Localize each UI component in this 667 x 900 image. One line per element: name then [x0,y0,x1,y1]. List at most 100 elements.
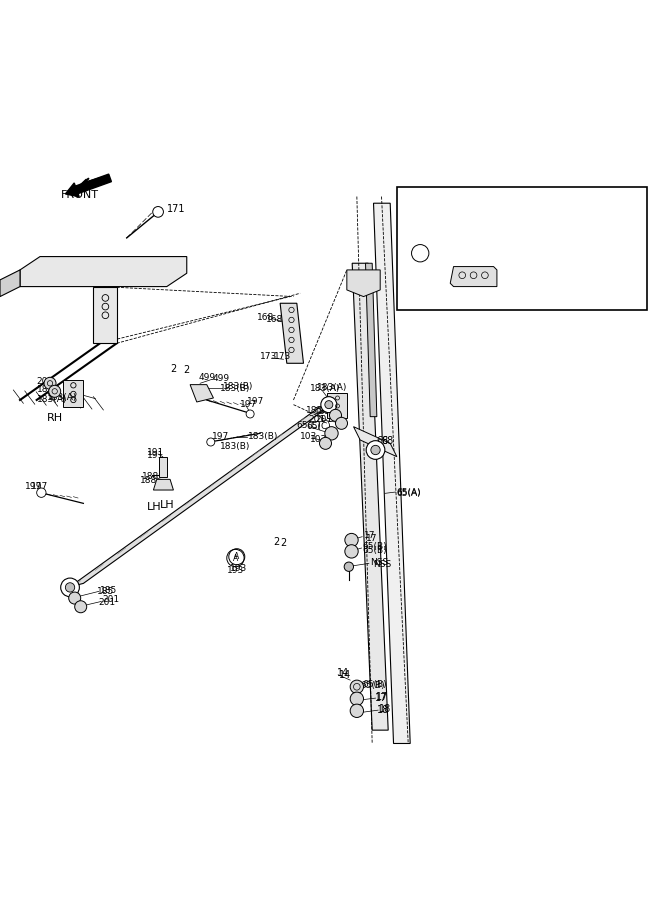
Text: 17: 17 [364,531,375,540]
Text: 188: 188 [140,475,157,484]
Circle shape [350,692,364,706]
Polygon shape [366,263,377,417]
Circle shape [246,410,254,418]
Text: 201: 201 [102,595,119,604]
Circle shape [153,206,163,217]
Text: 65(B): 65(B) [362,680,387,688]
Text: 65(C): 65(C) [297,421,321,430]
Circle shape [350,680,364,694]
Polygon shape [352,263,388,730]
Text: 197: 197 [25,482,43,490]
Text: 2: 2 [280,538,286,548]
Polygon shape [280,303,303,364]
Polygon shape [354,427,397,456]
Text: 65(A): 65(A) [397,489,422,498]
Text: 2: 2 [170,364,176,374]
Text: 499: 499 [212,374,229,383]
Circle shape [345,544,358,558]
Text: LH: LH [160,500,175,509]
Polygon shape [0,270,20,297]
Text: 191: 191 [147,451,164,460]
Text: 65(B): 65(B) [360,681,385,690]
Text: ASSIST SIDE: ASSIST SIDE [410,195,474,205]
Text: 185: 185 [305,406,323,415]
Polygon shape [347,270,380,297]
Text: 14: 14 [337,669,349,679]
Text: 197: 197 [31,482,48,491]
FancyArrow shape [65,174,111,197]
Text: 183(A): 183(A) [37,395,67,404]
Polygon shape [159,456,167,477]
Circle shape [49,385,61,397]
Text: 183(A): 183(A) [310,384,341,393]
Text: 171: 171 [167,203,185,213]
Text: 192: 192 [495,248,514,258]
Text: 197: 197 [240,400,257,410]
Text: 183(B): 183(B) [220,442,251,451]
Circle shape [321,397,337,412]
Text: 18: 18 [379,704,391,714]
Text: 65(B): 65(B) [363,542,388,551]
Circle shape [37,488,46,498]
Text: 197: 197 [247,398,264,407]
Text: 65(A): 65(A) [397,488,422,497]
Text: 68: 68 [377,436,389,446]
Text: A: A [234,553,239,562]
Text: 201: 201 [309,415,326,424]
Text: 103: 103 [300,432,317,441]
Text: 17: 17 [376,692,388,702]
Text: 193: 193 [230,563,247,572]
Text: 201: 201 [37,377,54,386]
Text: FRAME: FRAME [37,262,75,272]
Text: LH: LH [147,501,161,512]
Text: 185: 185 [37,385,54,394]
Circle shape [329,410,342,421]
Text: 168: 168 [257,313,274,322]
Circle shape [65,582,75,592]
FancyBboxPatch shape [397,186,647,310]
Text: 2: 2 [273,537,279,547]
Text: 62: 62 [420,274,434,285]
Text: 188: 188 [142,472,159,482]
Text: 499: 499 [199,374,216,382]
Text: 68: 68 [382,436,394,446]
Text: A: A [233,554,238,562]
Circle shape [371,446,380,454]
Polygon shape [374,203,410,743]
Polygon shape [327,393,347,418]
Text: 201: 201 [98,598,115,607]
Text: 185: 185 [313,407,331,416]
Text: 18: 18 [377,705,389,716]
Text: 65(B): 65(B) [362,545,387,554]
Text: 168: 168 [265,315,283,324]
Circle shape [61,578,79,597]
Polygon shape [70,403,334,587]
Circle shape [350,704,364,717]
Text: RH: RH [47,413,63,423]
Circle shape [366,441,385,459]
Text: 197: 197 [212,432,229,441]
Text: 183(B): 183(B) [220,384,251,393]
Circle shape [75,600,87,613]
Polygon shape [450,266,497,286]
Text: 173: 173 [260,352,277,361]
Circle shape [344,562,354,572]
Circle shape [325,427,338,440]
Text: 17: 17 [375,693,388,703]
Text: 14: 14 [339,670,351,680]
Text: 183(A): 183(A) [317,383,348,392]
Circle shape [44,377,56,390]
Text: 2: 2 [183,365,189,375]
Text: 183(A): 183(A) [47,393,77,402]
Polygon shape [93,286,117,343]
Text: NSS: NSS [374,560,392,569]
Circle shape [207,438,215,446]
Text: 17: 17 [366,534,377,543]
Circle shape [345,534,358,546]
Text: 183(B): 183(B) [248,432,279,441]
Text: A: A [417,248,422,257]
Polygon shape [20,256,187,286]
Text: 193: 193 [227,565,244,574]
Text: 185: 185 [100,586,117,595]
Text: 191: 191 [147,447,164,456]
